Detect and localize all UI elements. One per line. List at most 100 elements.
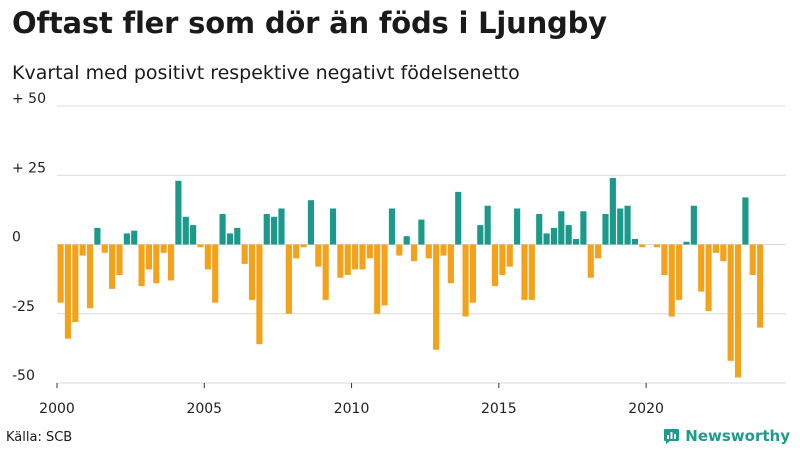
bar-2019-K2 [624, 205, 631, 245]
bar-2023-K2 [742, 197, 749, 245]
bar-2022-K4 [727, 244, 734, 361]
bar-2012-K3 [425, 244, 432, 259]
bar-2015-K4 [521, 244, 528, 300]
bar-2003-K2 [153, 244, 160, 284]
y-tick-label: -25 [12, 299, 35, 315]
bar-2020-K2 [653, 244, 661, 248]
x-axis-ticks: 2000 2005 2010 2015 2020 [39, 383, 664, 417]
bar-2020-K4 [668, 244, 675, 317]
gridlines [57, 105, 786, 384]
bar-2018-K1 [587, 244, 594, 278]
bar-2006-K2 [241, 244, 248, 264]
bar-2009-K4 [344, 244, 351, 275]
bar-2010-K2 [359, 244, 366, 270]
bar-2016-K1 [528, 244, 535, 300]
bar-2008-K2 [300, 244, 307, 248]
bar-2003-K3 [160, 244, 167, 253]
bar-2010-K4 [374, 244, 381, 314]
bar-2005-K3 [219, 214, 226, 245]
bar-2007-K1 [263, 214, 270, 245]
bar-2011-K4 [403, 236, 410, 245]
chart-title: Oftast fler som dör än föds i Ljungby [12, 6, 607, 40]
bar-2011-K3 [396, 244, 403, 256]
bar-2009-K1 [322, 244, 329, 300]
bar-2009-K3 [337, 244, 344, 278]
bar-2007-K2 [271, 216, 278, 245]
bar-2021-K4 [698, 244, 705, 292]
bar-2008-K1 [293, 244, 300, 259]
bar-2002-K4 [138, 244, 145, 287]
bar-2001-K3 [101, 244, 108, 253]
bar-2020-K3 [661, 244, 668, 275]
bar-2016-K4 [550, 227, 558, 245]
bar-chart: + 50 + 25 0 -25 -50 2000 2005 2010 2015 2020 [12, 91, 786, 417]
brand-logo: Newsworthy [663, 427, 790, 445]
bar-2010-K1 [352, 244, 359, 270]
bar-2015-K3 [514, 208, 521, 245]
bar-2017-K2 [565, 225, 572, 245]
bar-2013-K4 [462, 244, 469, 317]
bar-2012-K4 [433, 244, 440, 350]
bar-2008-K4 [315, 244, 322, 267]
bar-2005-K2 [212, 244, 219, 303]
bar-2002-K1 [116, 244, 123, 275]
bar-2018-K3 [602, 214, 609, 245]
bar-2000-K3 [72, 244, 79, 323]
x-tick-label: 2010 [334, 401, 370, 417]
bar-2006-K4 [256, 244, 263, 345]
bar-2019-K1 [617, 208, 624, 245]
x-tick-label: 2005 [186, 401, 222, 417]
bar-2022-K1 [705, 244, 712, 311]
bar-2006-K3 [248, 244, 256, 300]
bar-2022-K2 [712, 244, 720, 253]
bar-2015-K1 [499, 244, 506, 275]
bar-2023-K1 [734, 244, 742, 378]
bar-2022-K3 [720, 244, 727, 262]
bar-2011-K2 [388, 208, 396, 245]
bar-2012-K2 [418, 219, 425, 245]
bars [57, 178, 764, 378]
bar-2001-K4 [109, 244, 116, 289]
bar-2007-K4 [285, 244, 292, 314]
y-tick-label: -50 [12, 368, 35, 384]
bar-2004-K1 [175, 180, 182, 245]
bar-2018-K4 [609, 178, 616, 245]
bar-2004-K2 [182, 216, 189, 245]
bar-2004-K3 [190, 225, 197, 245]
bar-2005-K4 [226, 233, 234, 245]
bar-2017-K1 [558, 211, 565, 245]
bar-2017-K4 [580, 211, 587, 245]
bar-2014-K1 [469, 244, 477, 303]
bar-2014-K3 [484, 205, 491, 245]
x-tick-label: 2000 [39, 401, 75, 417]
bar-2013-K3 [455, 191, 462, 245]
bar-2014-K2 [477, 225, 484, 245]
bar-2002-K2 [123, 233, 130, 245]
bar-2017-K3 [572, 238, 580, 245]
bar-2004-K4 [197, 244, 204, 248]
newsworthy-logo-icon [664, 428, 680, 444]
bar-2018-K2 [595, 244, 602, 259]
bar-2014-K4 [491, 244, 499, 287]
bar-2001-K2 [94, 227, 101, 245]
bar-2000-K2 [64, 244, 72, 339]
bar-2000-K1 [57, 244, 64, 303]
bar-2016-K3 [543, 233, 550, 245]
x-tick-label: 2020 [628, 401, 664, 417]
x-tick-label: 2015 [481, 401, 517, 417]
bar-2023-K3 [749, 244, 756, 275]
bar-2021-K3 [690, 205, 697, 245]
bar-2019-K4 [639, 244, 646, 248]
bar-2001-K1 [86, 244, 94, 309]
bar-2007-K3 [278, 208, 285, 245]
bar-2009-K2 [329, 208, 337, 245]
bar-2013-K2 [447, 244, 454, 284]
bar-2012-K1 [410, 244, 418, 262]
bar-2003-K1 [145, 244, 153, 270]
y-tick-label: 0 [12, 230, 21, 246]
y-tick-label: + 25 [12, 160, 46, 176]
bar-2019-K3 [631, 238, 639, 245]
bar-2011-K1 [381, 244, 388, 306]
bar-2002-K3 [131, 230, 138, 245]
y-tick-label: + 50 [12, 91, 46, 107]
